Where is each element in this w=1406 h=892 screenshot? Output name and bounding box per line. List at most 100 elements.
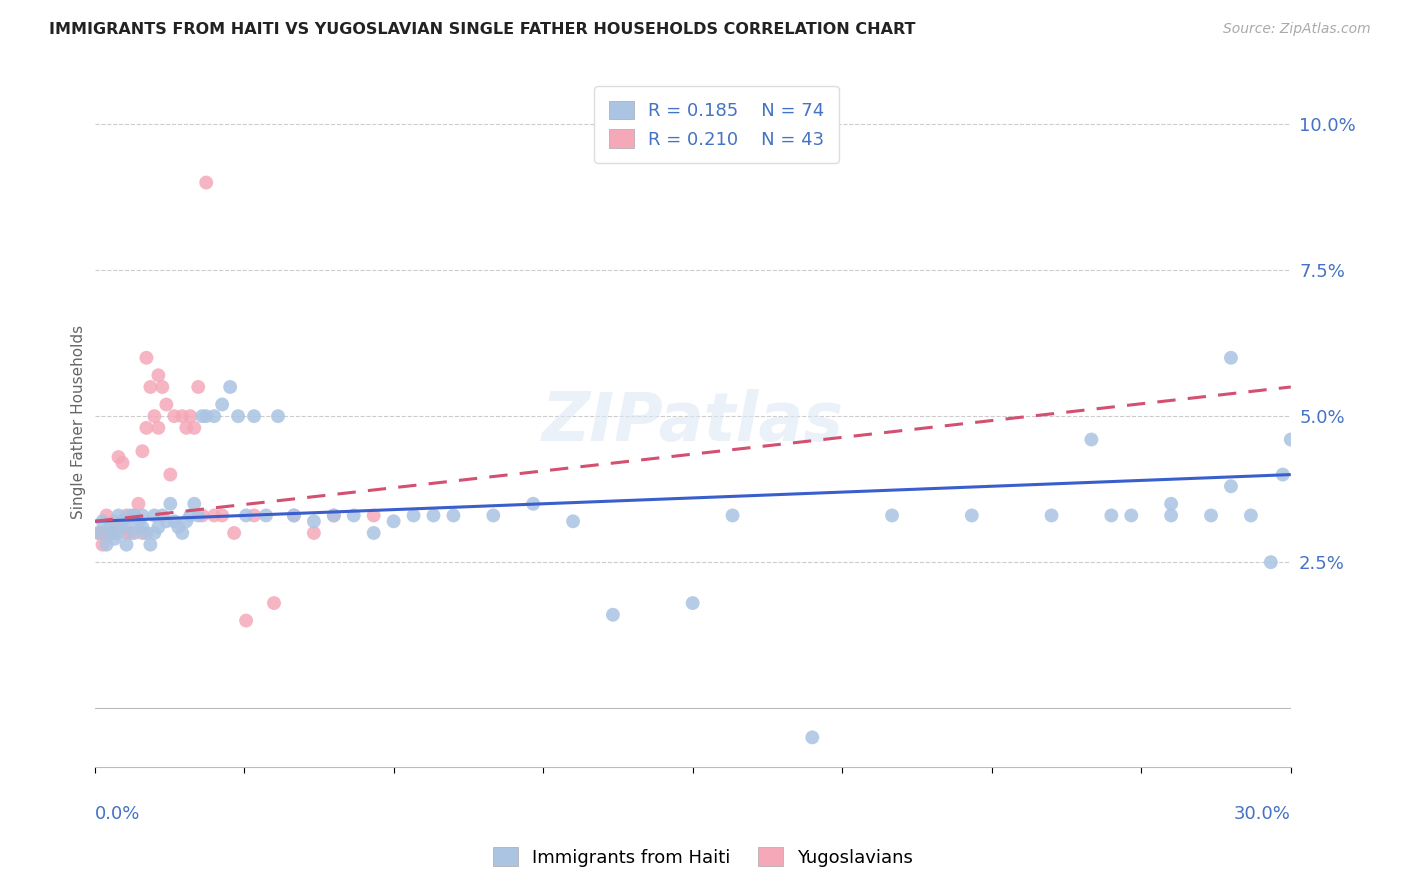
Point (127, 497, 149, 511)
Point (96, 508, 118, 523)
Point (235, 508, 257, 523)
Point (87, 526, 110, 541)
Point (103, 532, 125, 546)
Text: ZIPatlas: ZIPatlas (541, 389, 844, 455)
Point (115, 520, 138, 534)
Point (960, 508, 983, 523)
Point (150, 380, 173, 394)
Point (254, 508, 277, 523)
Point (179, 508, 201, 523)
Point (143, 526, 166, 541)
Point (721, 508, 744, 523)
Point (267, 409, 290, 424)
Point (111, 456, 134, 470)
Point (139, 380, 162, 394)
Point (211, 508, 233, 523)
Point (100, 526, 122, 541)
Point (107, 450, 129, 464)
Point (135, 421, 157, 435)
Point (1260, 555, 1282, 569)
Point (202, 508, 225, 523)
Point (302, 514, 325, 528)
Point (382, 514, 405, 528)
Point (148, 421, 170, 435)
Point (159, 467, 181, 482)
Point (235, 614, 257, 628)
Text: Source: ZipAtlas.com: Source: ZipAtlas.com (1223, 22, 1371, 37)
Point (522, 497, 544, 511)
Point (1220, 351, 1243, 365)
Point (243, 409, 266, 424)
Point (135, 351, 157, 365)
Point (682, 596, 704, 610)
Point (107, 526, 129, 541)
Point (243, 508, 266, 523)
Point (91, 526, 114, 541)
Point (174, 514, 197, 528)
Point (148, 520, 170, 534)
Point (283, 508, 305, 523)
Point (135, 526, 157, 541)
Point (87, 526, 110, 541)
Point (91, 538, 114, 552)
Point (120, 508, 142, 523)
Point (402, 508, 425, 523)
Point (1099, 508, 1122, 523)
Text: 30.0%: 30.0% (1234, 805, 1291, 823)
Point (202, 409, 225, 424)
Legend: R = 0.185    N = 74, R = 0.210    N = 43: R = 0.185 N = 74, R = 0.210 N = 43 (595, 87, 839, 163)
Point (363, 526, 385, 541)
Point (100, 520, 122, 534)
Point (187, 508, 209, 523)
Point (801, 731, 824, 745)
Point (103, 526, 125, 541)
Point (143, 409, 166, 424)
Point (150, 508, 173, 523)
Y-axis label: Single Father Households: Single Father Households (72, 325, 86, 519)
Point (1240, 508, 1263, 523)
Point (880, 508, 903, 523)
Point (131, 526, 153, 541)
Point (155, 397, 177, 411)
Point (226, 409, 249, 424)
Point (115, 526, 138, 541)
Point (148, 368, 170, 383)
Point (602, 607, 624, 622)
Text: 0.0%: 0.0% (94, 805, 141, 823)
Point (127, 514, 149, 528)
Point (107, 508, 129, 523)
Point (163, 514, 186, 528)
Point (131, 508, 153, 523)
Point (1220, 479, 1243, 493)
Point (195, 176, 218, 190)
Point (179, 409, 201, 424)
Point (139, 538, 162, 552)
Point (263, 596, 285, 610)
Point (1040, 508, 1063, 523)
Point (322, 508, 344, 523)
Point (172, 409, 194, 424)
Point (172, 526, 194, 541)
Point (124, 526, 146, 541)
Point (1121, 508, 1143, 523)
Point (363, 508, 385, 523)
Point (174, 421, 197, 435)
Point (562, 514, 585, 528)
Point (191, 508, 214, 523)
Point (124, 508, 146, 523)
Point (187, 380, 209, 394)
Point (422, 508, 444, 523)
Point (224, 526, 246, 541)
Point (131, 520, 153, 534)
Point (1288, 467, 1310, 482)
Point (441, 508, 464, 523)
Point (163, 409, 186, 424)
Point (183, 497, 205, 511)
Point (1160, 508, 1182, 523)
Point (1271, 467, 1294, 482)
Text: IMMIGRANTS FROM HAITI VS YUGOSLAVIAN SINGLE FATHER HOUSEHOLDS CORRELATION CHART: IMMIGRANTS FROM HAITI VS YUGOSLAVIAN SIN… (49, 22, 915, 37)
Point (115, 508, 138, 523)
Point (219, 380, 242, 394)
Point (111, 514, 134, 528)
Point (1080, 433, 1102, 447)
